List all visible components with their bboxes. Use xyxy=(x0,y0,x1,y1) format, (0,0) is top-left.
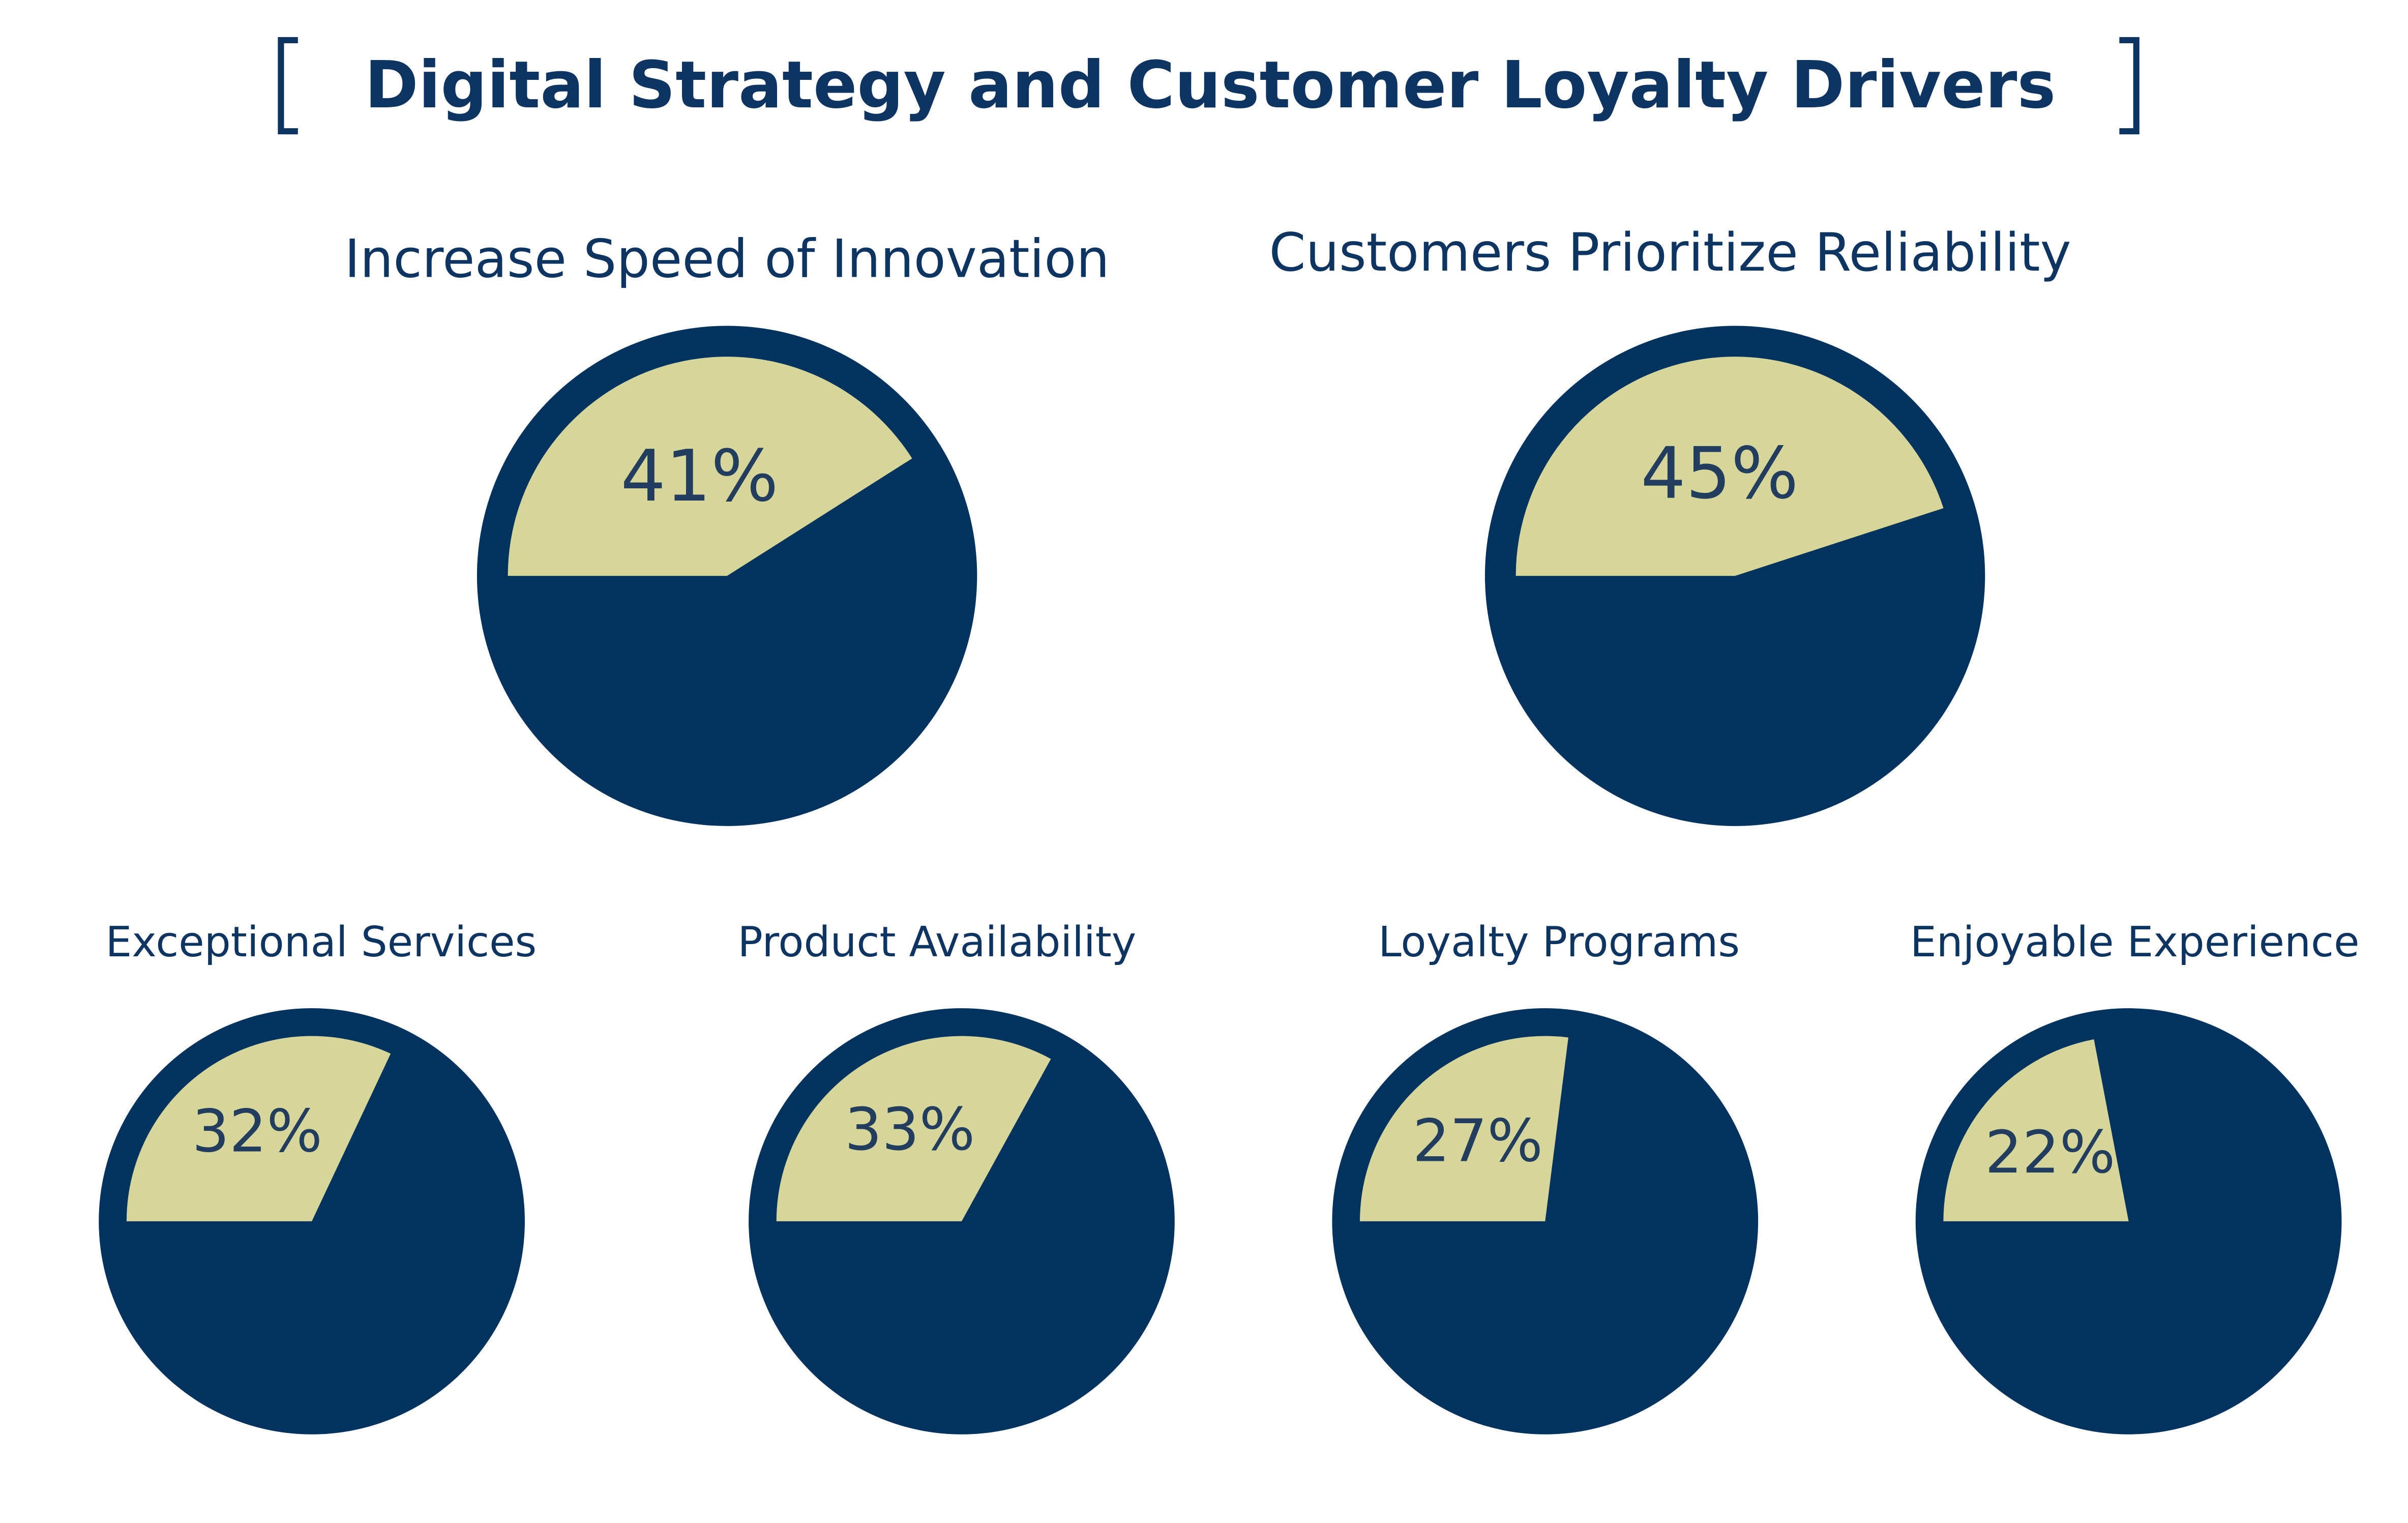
pie-slice xyxy=(1515,357,1944,576)
pie-title: Customers Prioritize Reliability xyxy=(1269,222,2071,283)
value-label: 33% xyxy=(845,1096,975,1164)
pie-title: Increase Speed of Innovation xyxy=(344,228,1109,289)
value-label: 45% xyxy=(1641,432,1798,515)
pie-slice xyxy=(126,1036,391,1221)
pie-title: Loyalty Programs xyxy=(1378,918,1740,966)
right-bracket xyxy=(2119,37,2139,135)
pie-slice xyxy=(1943,1039,2129,1221)
value-label: 41% xyxy=(620,434,778,517)
value-label: 27% xyxy=(1413,1107,1543,1175)
pie-title: Enjoyable Experience xyxy=(1910,918,2359,966)
pie-title: Product Availability xyxy=(738,918,1137,966)
pie-slice xyxy=(776,1036,1051,1221)
value-label: 22% xyxy=(1985,1119,2115,1187)
left-bracket xyxy=(278,37,298,135)
pie-slice xyxy=(508,357,912,576)
main-title: Digital Strategy and Customer Loyalty Dr… xyxy=(365,48,2056,123)
pie-title: Exceptional Services xyxy=(105,918,537,966)
value-label: 32% xyxy=(192,1097,322,1165)
pie-slice xyxy=(1360,1036,1568,1221)
